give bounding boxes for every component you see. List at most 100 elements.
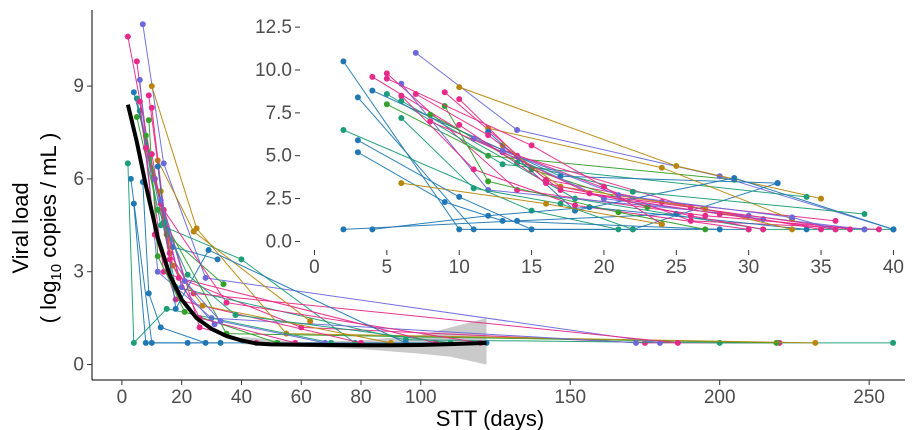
inset-data-point [731,175,738,181]
inset-data-point [687,212,694,219]
main-data-point [160,268,167,275]
inset-data-point [789,226,796,233]
inset-data-point [499,147,506,154]
inset-data-point [528,142,535,149]
inset-data-point [485,178,492,185]
inset-data-point [615,209,622,216]
inset-y-tick-label: 5.0 [266,146,292,167]
inset-data-point [890,226,897,233]
inset-data-point [818,195,825,202]
main-series-line [157,166,407,344]
inset-data-point [383,75,390,82]
inset-data-point [499,161,506,168]
inset-data-point [687,217,694,224]
main-series-line [151,107,481,344]
main-data-point [133,58,140,65]
inset-data-point [702,205,709,212]
inset-series-line [400,117,634,230]
inset-x-tick-label: 35 [810,257,831,278]
inset-data-point [485,212,492,219]
inset-series-line [400,95,749,230]
inset-y-tick-label: 0.0 [266,231,292,252]
main-data-point [202,274,209,281]
inset-x-tick-label: 25 [666,257,687,278]
inset-data-point [557,187,564,193]
inset-series-line [444,105,706,230]
inset-data-point [398,180,405,187]
inset-x-tick-label: 5 [382,257,393,278]
inset-background [286,0,915,282]
inset-data-point [760,226,767,233]
main-data-point [136,76,143,83]
main-y-tick-label: 9 [73,76,84,97]
inset-data-point [354,94,361,101]
main-data-point [142,144,149,151]
inset-y-tick-label: 12.5 [255,17,292,38]
main-data-point [220,281,227,288]
inset-data-point [557,200,564,207]
main-series-line [148,120,278,344]
main-y-tick-label: 0 [73,355,84,376]
inset-data-point [514,159,521,166]
main-data-point [190,228,197,235]
inset-x-tick-label: 20 [593,257,614,278]
inset-data-point [658,164,665,171]
inset-data-point [427,111,434,118]
main-data-point [124,33,131,40]
inset-data-point [702,212,709,219]
main-data-point [232,312,239,319]
inset-data-point [470,166,477,173]
main-series-line [142,181,206,344]
inset-data-point [875,226,882,233]
inset-data-point [456,96,463,103]
y-axis-title-pre: ( log [36,281,61,324]
main-data-point [172,305,179,312]
main-x-tick-label: 80 [350,387,371,408]
inset-data-point [847,226,853,233]
inset-data-point [499,217,506,224]
inset-data-point [673,163,680,169]
main-data-point [145,117,152,124]
main-data-point [148,83,155,90]
main-data-point [130,339,137,346]
main-series-line [151,154,296,344]
main-data-point [130,200,137,207]
main-series-line [136,98,356,344]
main-data-point [217,339,224,346]
main-y-tick-label: 6 [73,169,84,190]
inset-data-point [600,183,607,190]
inset-data-point [528,226,535,233]
main-data-point [217,318,224,325]
inset-data-point [803,226,810,233]
main-data-point [157,197,164,204]
main-x-tick-label: 250 [853,387,885,408]
inset-x-tick-label: 30 [738,257,759,278]
inset-data-point [470,226,477,233]
inset-x-tick-label: 15 [521,257,542,278]
inset-data-point [702,226,709,233]
inset-data-point [354,137,361,144]
y-axis-title-subscript: 10 [48,264,65,281]
y-axis-title-line1: Viral load [8,182,33,273]
main-data-point [133,114,140,121]
main-series-line [139,79,637,344]
inset-data-point [543,180,550,187]
main-data-point [773,339,780,346]
main-data-point [890,339,897,346]
main-data-point [148,104,155,111]
inset-x-tick-label: 10 [449,257,470,278]
main-data-point [166,256,173,263]
x-axis-title: STT (days) [436,406,544,430]
main-data-point [238,256,245,263]
y-axis-title-post: copies / mL ) [36,133,61,264]
main-data-point [154,253,161,260]
inset-data-point [441,199,448,205]
main-data-point [181,308,188,315]
inset-data-point [456,193,463,200]
inset-series-line [487,131,894,230]
main-data-point [223,299,230,306]
inset-data-point [456,121,463,128]
main-data-point [812,339,819,346]
inset-data-point [340,127,347,133]
